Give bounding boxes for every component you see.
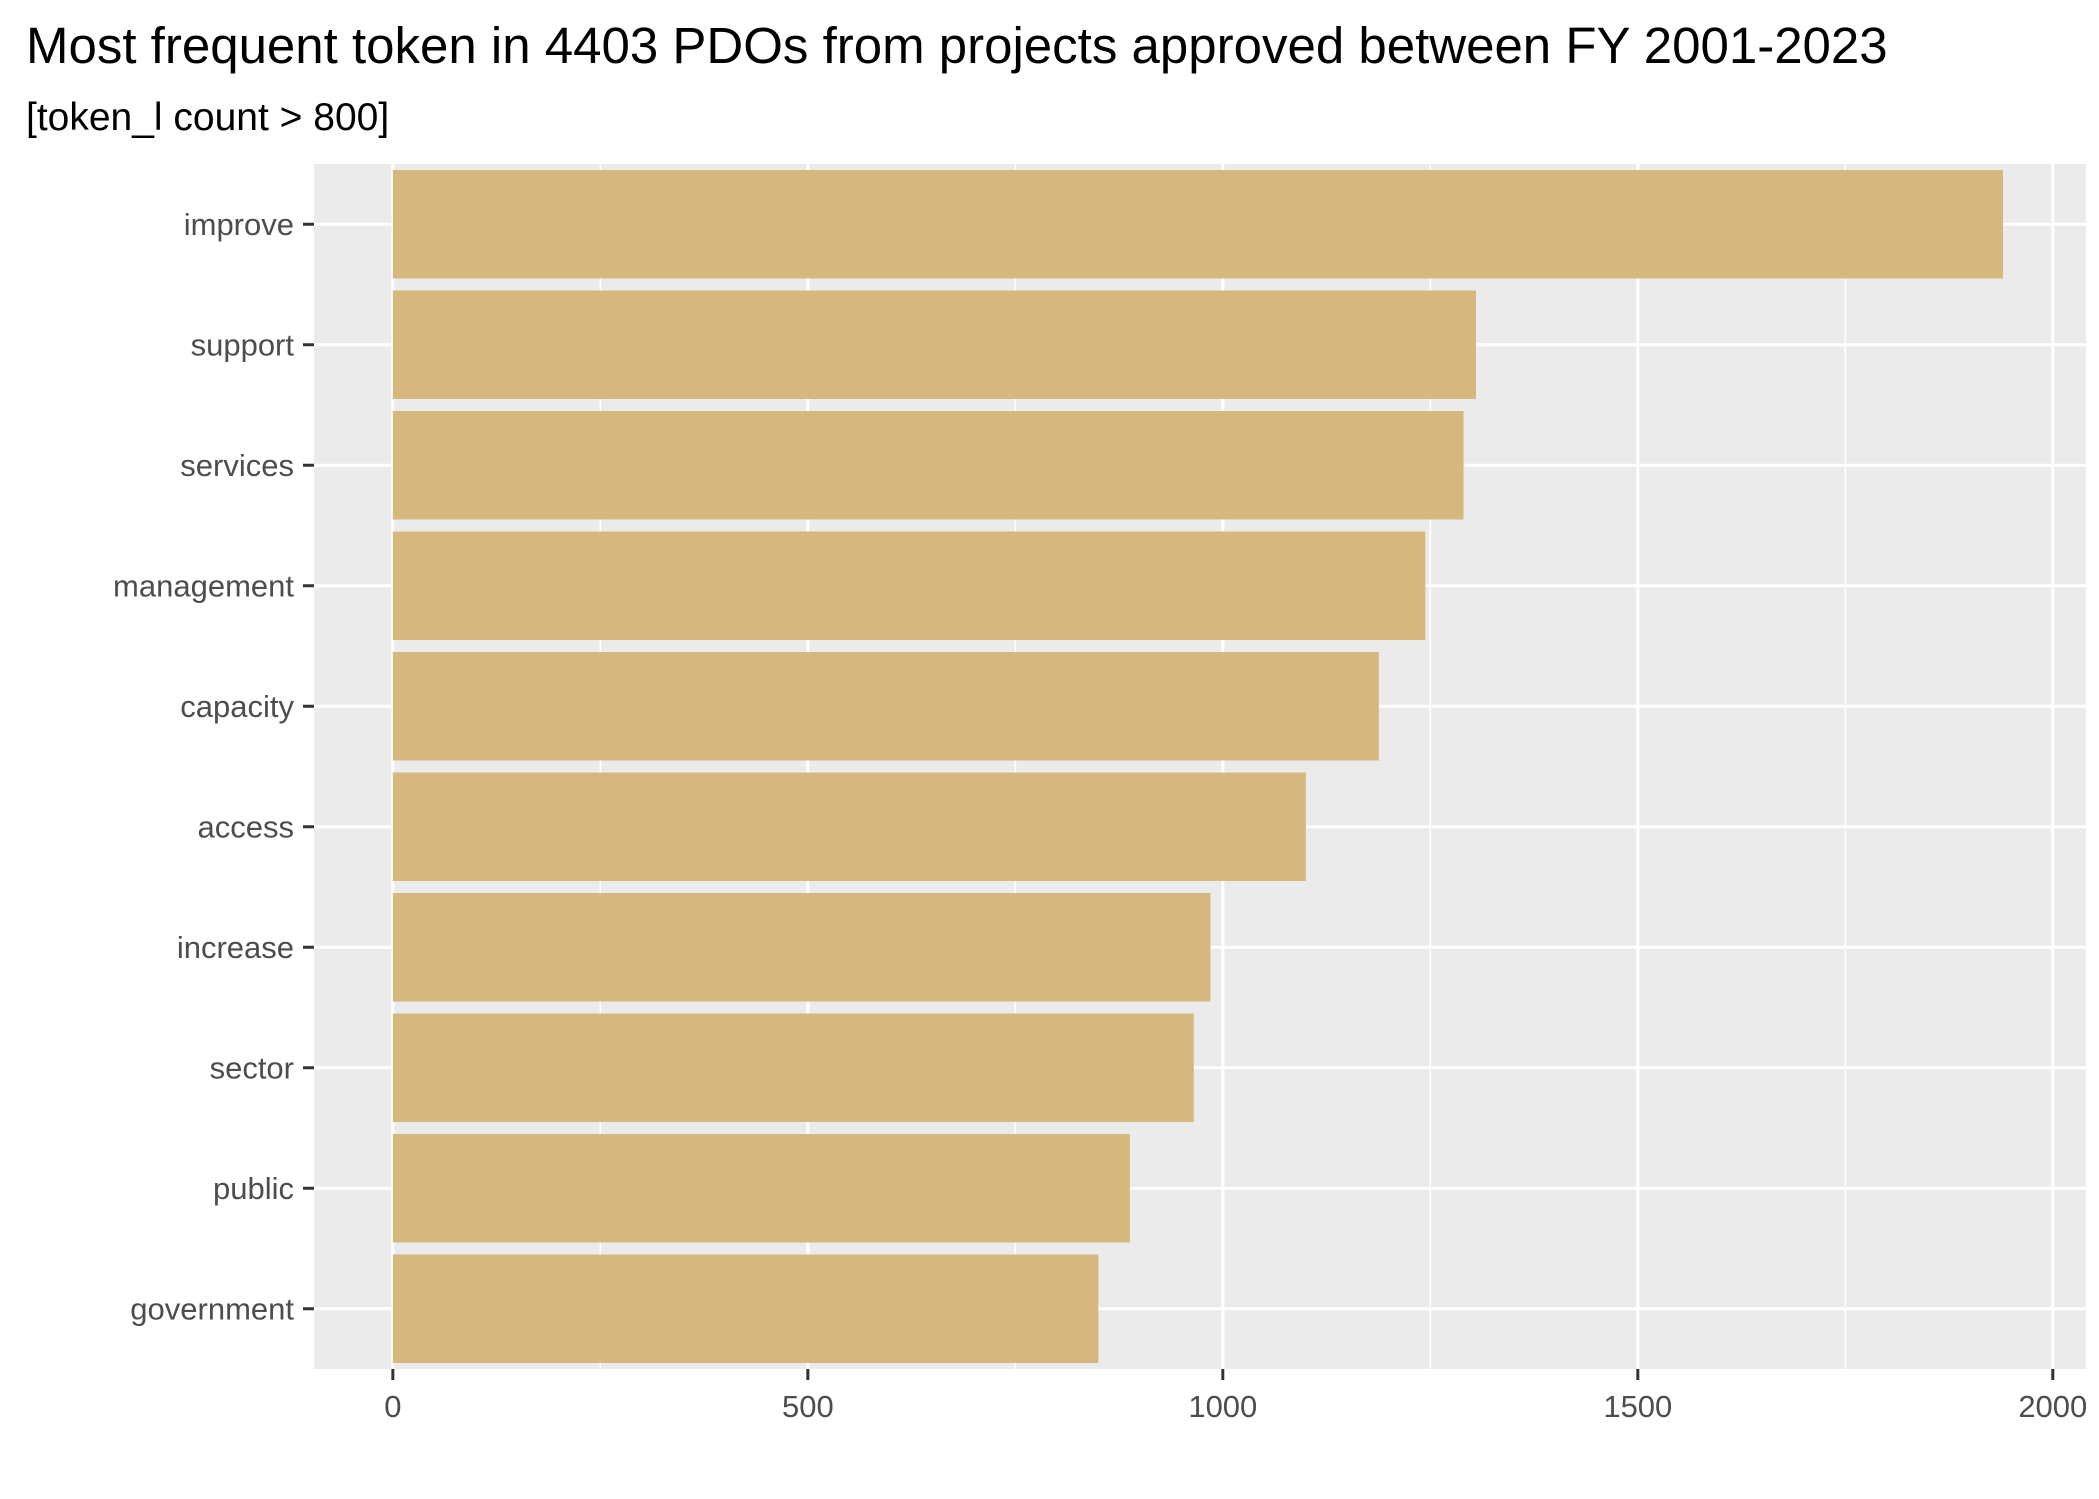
bar-capacity	[392, 652, 1379, 761]
y-tick-label: capacity	[180, 689, 294, 724]
chart-title: Most frequent token in 4403 PDOs from pr…	[26, 17, 1888, 74]
y-tick-label: public	[213, 1171, 294, 1206]
bar-government	[392, 1254, 1099, 1363]
y-tick-label: improve	[184, 207, 294, 242]
bar-management	[392, 531, 1426, 640]
bar-public	[392, 1134, 1130, 1243]
x-tick-label: 500	[782, 1389, 834, 1424]
chart-subtitle: [token_l count > 800]	[26, 96, 389, 139]
x-tick-label: 1000	[1188, 1389, 1257, 1424]
bar-sector	[392, 1013, 1194, 1122]
bar-increase	[392, 893, 1211, 1002]
y-tick-label: government	[130, 1291, 294, 1326]
y-tick-label: support	[191, 327, 295, 362]
y-tick-label: sector	[210, 1050, 294, 1085]
bar-access	[392, 772, 1306, 881]
bar-services	[392, 411, 1464, 520]
x-tick-label: 2000	[2018, 1389, 2087, 1424]
y-axis: improve support services management capacity…	[113, 207, 314, 1326]
bars	[392, 170, 2004, 1363]
x-tick-label: 1500	[1603, 1389, 1672, 1424]
bar-support	[392, 290, 1476, 399]
y-tick-label: access	[198, 809, 294, 844]
x-axis: 0 500 1000 1500 2000	[384, 1369, 2087, 1424]
y-tick-label: services	[180, 448, 294, 483]
y-tick-label: management	[113, 568, 294, 603]
y-tick-label: increase	[177, 930, 294, 965]
bar-improve	[392, 170, 2004, 279]
x-tick-label: 0	[384, 1389, 401, 1424]
